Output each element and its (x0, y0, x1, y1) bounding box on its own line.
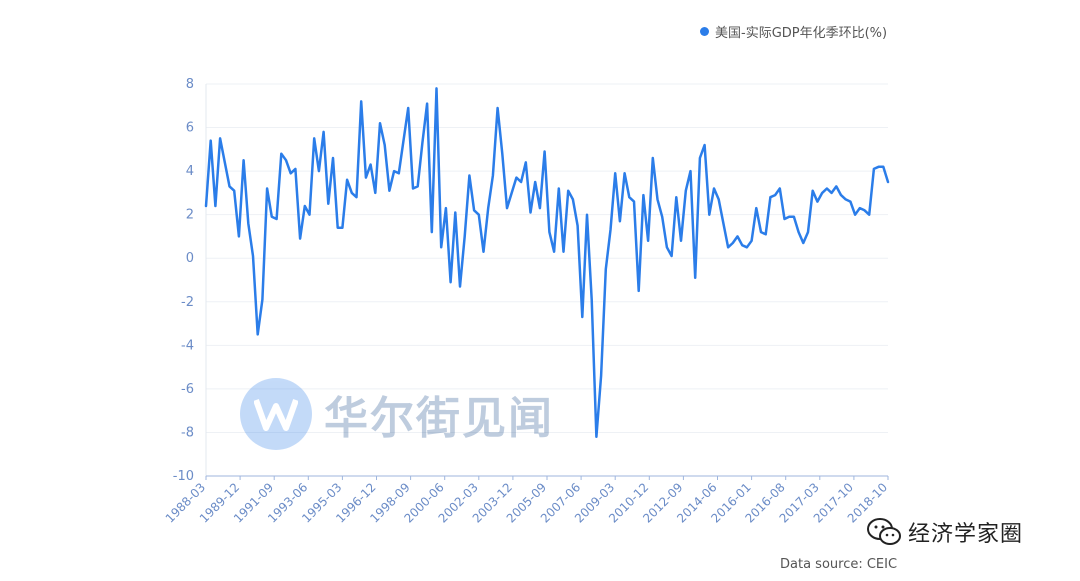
y-tick-label: -6 (181, 382, 194, 397)
wechat-account-name: 经济学家圈 (908, 522, 1024, 547)
x-axis: 1988-031989-121991-091993-061995-031996-… (163, 475, 890, 526)
legend[interactable]: 美国-实际GDP年化季环比(%) (700, 22, 887, 41)
y-tick-label: 8 (186, 77, 194, 92)
y-tick-label: -8 (181, 425, 194, 440)
y-tick-label: -2 (181, 295, 194, 310)
data-source: Data source: CEIC (780, 557, 898, 572)
watermark-text: 华尔街见闻 (324, 393, 554, 444)
y-tick-label: -10 (173, 469, 194, 484)
legend-dot-icon (700, 27, 709, 36)
legend-label: 美国-实际GDP年化季环比(%) (715, 26, 888, 41)
y-tick-label: 4 (186, 164, 194, 179)
watermark: 华尔街见闻 (240, 378, 554, 450)
y-tick-label: 0 (186, 251, 194, 266)
y-tick-label: 6 (186, 121, 194, 136)
wechat-icon (867, 518, 901, 545)
series-line (204, 87, 890, 439)
wallstreetcn-logo-icon (240, 378, 312, 450)
wechat-account: 经济学家圈 (866, 516, 1023, 548)
y-tick-label: -4 (181, 338, 194, 353)
y-axis: 8 6 4 2 0 -2 -4 -6 -8 -10 (173, 77, 207, 484)
y-tick-label: 2 (186, 208, 194, 223)
